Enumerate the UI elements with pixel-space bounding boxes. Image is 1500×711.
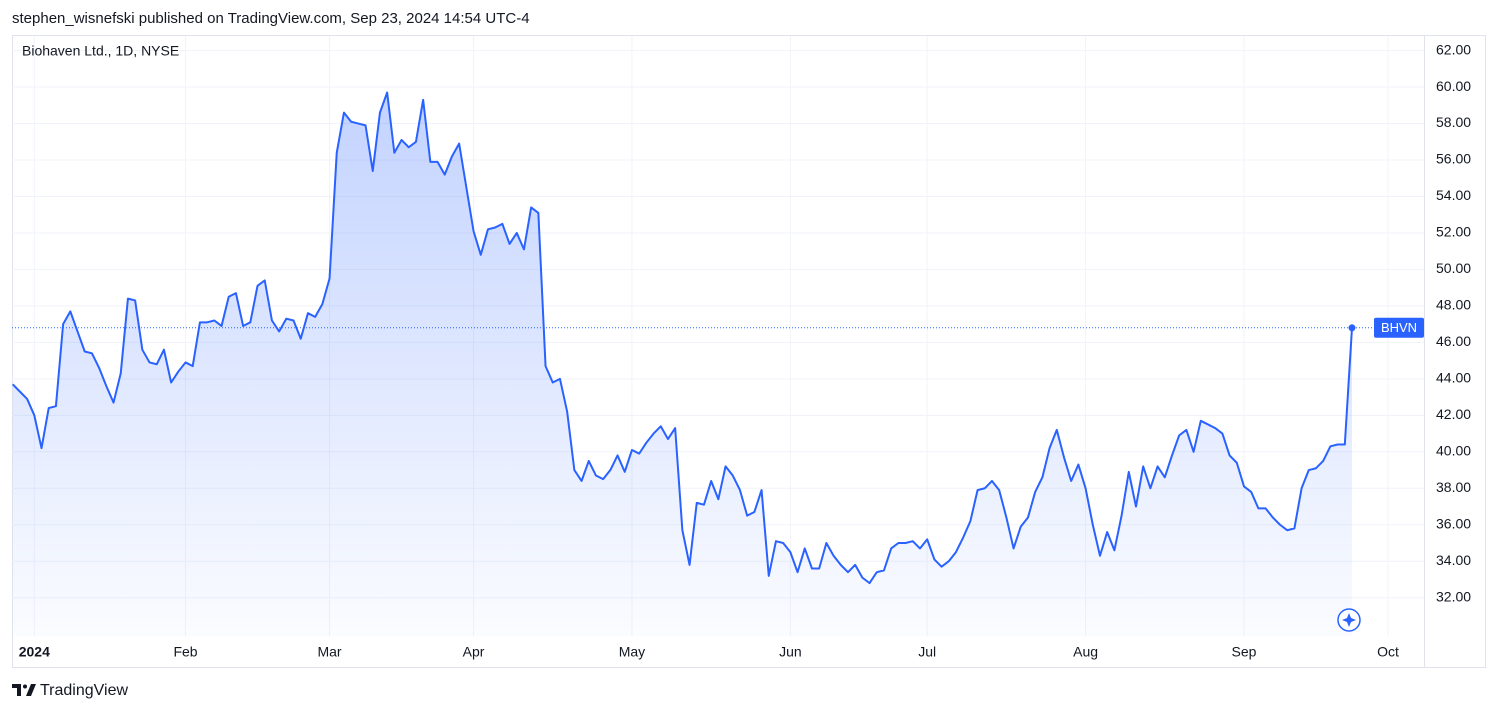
y-tick-label: 48.00 (1436, 297, 1471, 313)
y-tick-label: 40.00 (1436, 443, 1471, 459)
y-tick-label: 34.00 (1436, 552, 1471, 568)
y-tick-label: 54.00 (1436, 187, 1471, 203)
x-tick-label: Jun (779, 644, 802, 660)
area-fill (12, 92, 1353, 636)
spark-icon (1337, 608, 1361, 632)
y-tick-label: 46.00 (1436, 333, 1471, 349)
x-tick-label: Mar (317, 644, 341, 660)
x-tick-label: 2024 (19, 644, 50, 660)
y-tick-label: 60.00 (1436, 78, 1471, 94)
x-tick-label: Jul (918, 644, 936, 660)
y-tick-label: 44.00 (1436, 370, 1471, 386)
x-tick-label: Aug (1073, 644, 1098, 660)
chart-frame (12, 35, 1486, 668)
y-tick-label: 52.00 (1436, 224, 1471, 240)
x-tick-label: May (619, 644, 645, 660)
x-tick-label: Feb (173, 644, 197, 660)
x-tick-label: Oct (1377, 644, 1399, 660)
y-tick-label: 50.00 (1436, 260, 1471, 276)
chart-title: Biohaven Ltd., 1D, NYSE (22, 43, 179, 59)
x-tick-label: Apr (463, 644, 485, 660)
y-tick-label: 36.00 (1436, 515, 1471, 531)
tradingview-logo (12, 684, 36, 696)
y-tick-label: 42.00 (1436, 406, 1471, 422)
last-price-dot (1348, 324, 1356, 332)
footer-brand: TradingView (40, 682, 128, 699)
header: stephen_wisnefski published on TradingVi… (12, 10, 530, 27)
symbol-label-box (1374, 317, 1424, 338)
y-tick-label: 58.00 (1436, 114, 1471, 130)
x-tick-label: Sep (1232, 644, 1257, 660)
price-line (12, 91, 1353, 585)
y-tick-label: 38.00 (1436, 479, 1471, 495)
symbol-label: BHVN (1381, 320, 1417, 335)
y-tick-label: 32.00 (1436, 588, 1471, 604)
y-tick-label: 56.00 (1436, 151, 1471, 167)
plot-area (12, 91, 1374, 636)
y-tick-label: 62.00 (1436, 41, 1471, 57)
